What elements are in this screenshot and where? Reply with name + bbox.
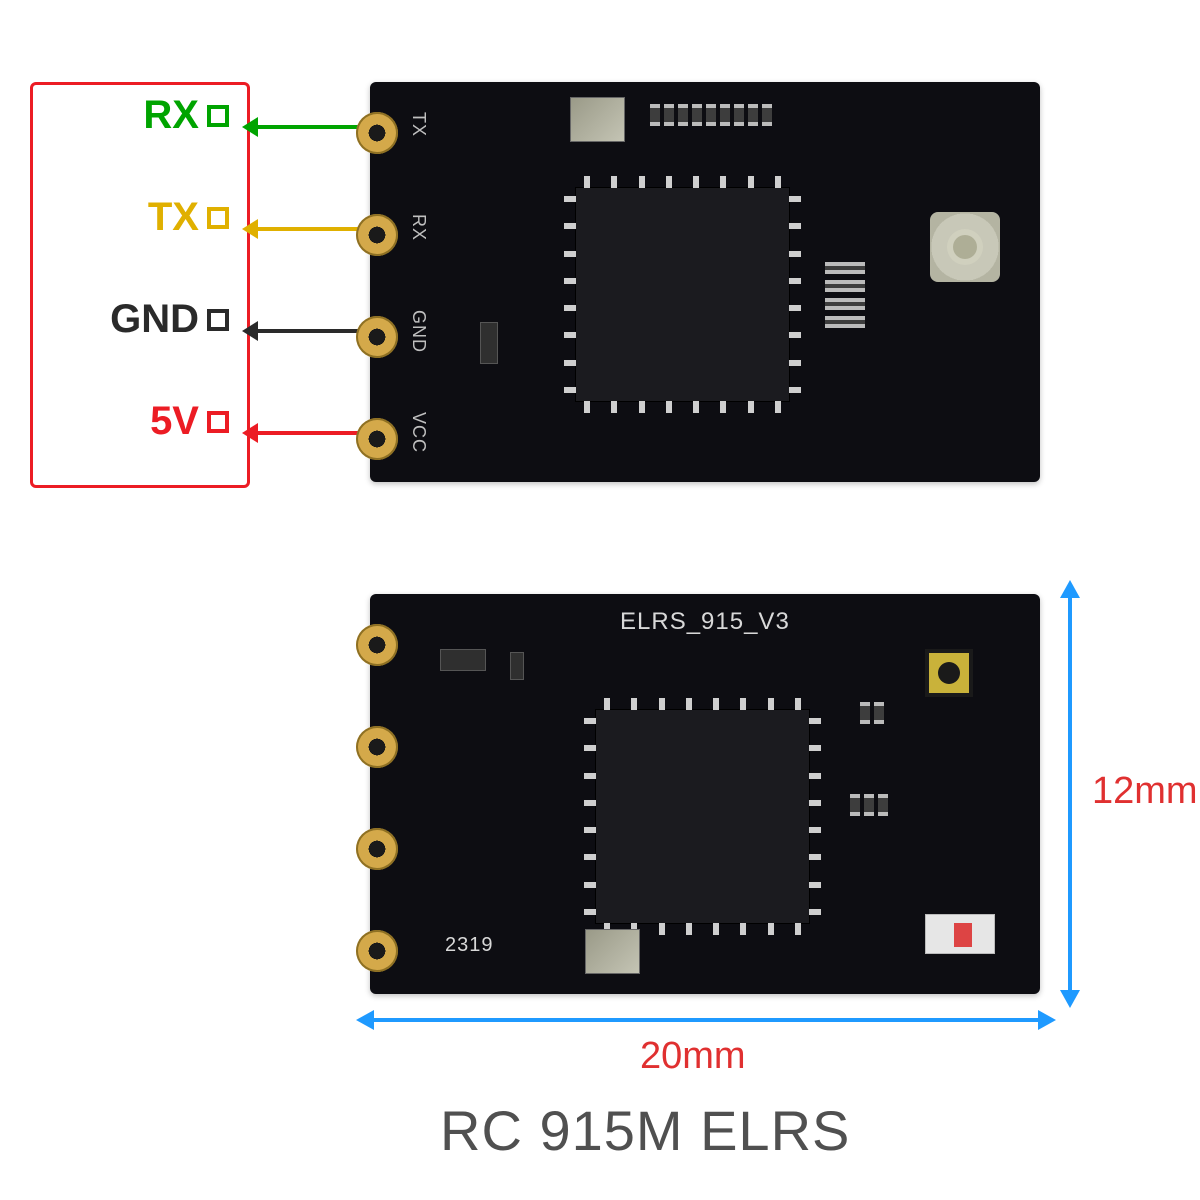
legend-row-5v: 5V bbox=[33, 399, 247, 444]
legend-swatch bbox=[207, 207, 229, 229]
smd-components bbox=[650, 104, 772, 126]
legend-row-gnd: GND bbox=[33, 297, 247, 342]
silkscreen-model: ELRS_915_V3 bbox=[620, 608, 790, 636]
legend-label: TX bbox=[148, 195, 199, 240]
rf-chip bbox=[575, 187, 790, 402]
solder-pad bbox=[356, 214, 398, 256]
solder-pad bbox=[356, 930, 398, 972]
legend-row-rx: RX bbox=[33, 93, 247, 138]
legend-swatch bbox=[207, 105, 229, 127]
legend-label: GND bbox=[110, 297, 199, 342]
silkscreen-label: VCC bbox=[408, 412, 429, 453]
pcb-bottom: ELRS_915_V3 2319 bbox=[370, 594, 1040, 994]
solder-pad bbox=[356, 624, 398, 666]
crystal-oscillator bbox=[570, 97, 625, 142]
legend-swatch bbox=[207, 411, 229, 433]
dimension-width-label: 20mm bbox=[640, 1035, 746, 1078]
crystal-oscillator bbox=[585, 929, 640, 974]
smd-components bbox=[850, 794, 888, 816]
pcb-top: TX RX GND VCC bbox=[370, 82, 1040, 482]
legend-row-tx: TX bbox=[33, 195, 247, 240]
smd-component bbox=[440, 649, 486, 671]
solder-pad bbox=[356, 418, 398, 460]
silkscreen-label: TX bbox=[408, 112, 429, 137]
pin-legend: RX TX GND 5V bbox=[30, 82, 250, 488]
solder-pad bbox=[356, 316, 398, 358]
solder-pad bbox=[356, 828, 398, 870]
legend-label: RX bbox=[143, 93, 199, 138]
solder-pad bbox=[356, 112, 398, 154]
smd-components bbox=[825, 262, 865, 328]
legend-label: 5V bbox=[150, 399, 199, 444]
boot-switch bbox=[925, 914, 995, 954]
smd-component bbox=[480, 322, 498, 364]
solder-pad bbox=[356, 726, 398, 768]
smd-component bbox=[510, 652, 524, 680]
silkscreen-batch: 2319 bbox=[445, 934, 494, 957]
ufl-connector bbox=[930, 212, 1000, 282]
antenna-mount bbox=[925, 649, 973, 697]
silkscreen-label: GND bbox=[408, 310, 429, 353]
legend-swatch bbox=[207, 309, 229, 331]
mcu-chip bbox=[595, 709, 810, 924]
dimension-height-label: 12mm bbox=[1092, 770, 1198, 813]
smd-components bbox=[860, 702, 884, 724]
product-title: RC 915M ELRS bbox=[440, 1098, 850, 1163]
silkscreen-label: RX bbox=[408, 214, 429, 241]
